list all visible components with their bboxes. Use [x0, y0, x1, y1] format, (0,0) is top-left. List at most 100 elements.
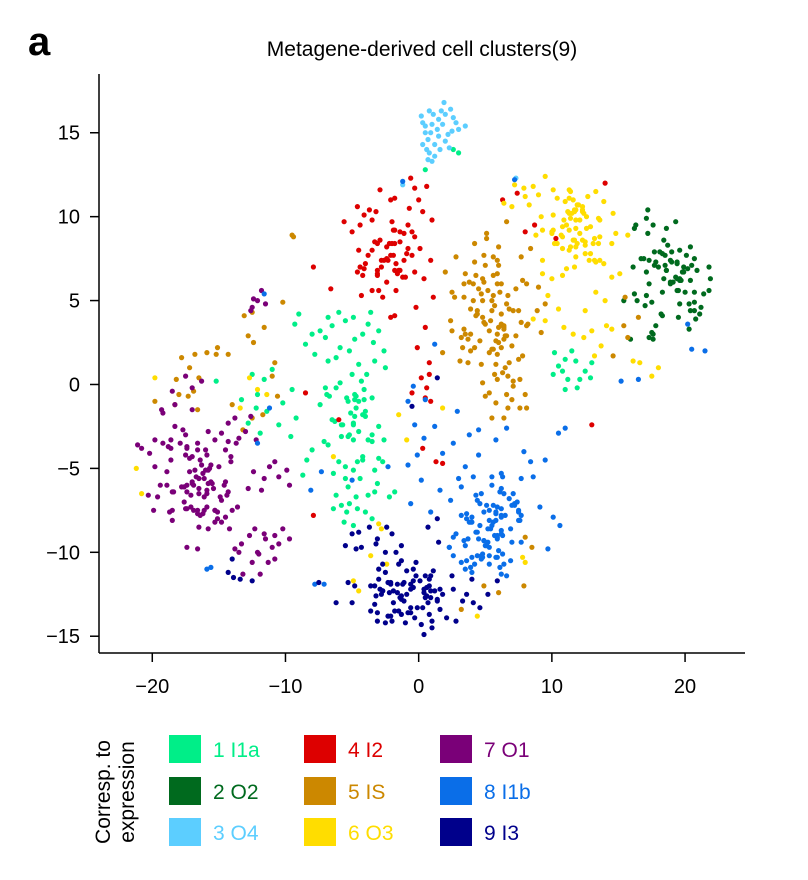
data-point [687, 244, 694, 250]
data-point [524, 405, 530, 411]
data-point [448, 106, 454, 112]
data-point [326, 393, 332, 399]
data-point [168, 437, 174, 443]
data-point [530, 316, 536, 322]
data-point [570, 331, 576, 337]
series-1 [213, 146, 595, 529]
data-point [461, 294, 467, 300]
data-point [408, 501, 414, 507]
data-point [226, 526, 233, 532]
data-point [542, 318, 548, 324]
data-point [521, 449, 527, 455]
data-point [573, 254, 579, 260]
data-point [498, 281, 504, 287]
data-point [350, 578, 356, 584]
data-point [341, 219, 347, 225]
data-point [502, 333, 508, 339]
data-point [418, 477, 424, 483]
data-point [420, 445, 426, 451]
data-point [476, 536, 482, 542]
data-point [155, 494, 161, 500]
data-point [462, 543, 468, 549]
data-point [674, 261, 680, 267]
y-tick-label: −10 [46, 542, 80, 564]
data-point [172, 402, 178, 408]
data-point [345, 484, 351, 490]
data-point [609, 274, 615, 280]
data-point [373, 593, 379, 599]
data-point [490, 254, 496, 260]
data-point [353, 405, 359, 411]
data-point [349, 477, 355, 483]
data-point [372, 358, 378, 364]
data-point [195, 447, 201, 453]
y-tick-label: 5 [69, 291, 80, 313]
data-point [342, 318, 348, 324]
data-point [262, 301, 269, 307]
data-point [152, 398, 158, 404]
data-point [409, 403, 415, 409]
data-point [349, 229, 355, 235]
data-point [685, 321, 691, 327]
data-point [575, 202, 582, 208]
data-point [360, 272, 366, 278]
data-point [514, 190, 520, 196]
data-point [386, 240, 392, 247]
legend-label: 4 I2 [348, 739, 383, 762]
data-point [360, 412, 366, 418]
legend-label: 5 IS [348, 781, 385, 804]
data-point [380, 294, 386, 300]
data-point [184, 444, 190, 450]
data-point [456, 475, 462, 482]
data-point [354, 204, 360, 210]
data-point [354, 269, 360, 275]
data-point [238, 397, 245, 403]
data-point [365, 321, 371, 327]
data-point [384, 524, 390, 530]
data-point [506, 306, 512, 312]
data-point [473, 272, 479, 278]
data-point [185, 393, 191, 399]
data-point [706, 264, 712, 270]
data-point [165, 444, 171, 450]
data-point [342, 464, 348, 470]
data-point [322, 334, 328, 341]
data-point [414, 452, 420, 458]
data-point [204, 350, 210, 356]
data-point [642, 303, 648, 309]
data-point [388, 314, 394, 320]
data-point [187, 455, 193, 461]
data-point [169, 507, 175, 513]
data-point [630, 264, 636, 270]
data-point [405, 245, 411, 252]
data-point [333, 600, 339, 606]
series-4 [302, 175, 608, 519]
data-point [333, 492, 339, 498]
data-point [496, 244, 502, 250]
data-point [516, 308, 522, 314]
data-point [539, 257, 546, 263]
data-point [378, 264, 384, 270]
data-point [449, 573, 455, 579]
data-point [428, 130, 434, 136]
data-point [530, 474, 536, 480]
data-point [610, 210, 616, 216]
legend-label: 8 I1b [484, 781, 531, 804]
data-point [378, 591, 384, 597]
data-point [437, 586, 443, 592]
data-point [633, 222, 639, 228]
data-point [344, 509, 350, 515]
panel-label: a [28, 20, 51, 64]
data-point [394, 590, 400, 596]
data-point [196, 485, 202, 492]
data-point [488, 318, 494, 324]
data-point [501, 561, 507, 567]
data-point [452, 294, 458, 300]
data-point [264, 391, 270, 398]
data-point [133, 465, 139, 471]
data-point [417, 245, 423, 252]
data-point [573, 358, 579, 364]
data-point [392, 267, 398, 273]
data-point [404, 568, 410, 574]
data-point [195, 440, 201, 446]
